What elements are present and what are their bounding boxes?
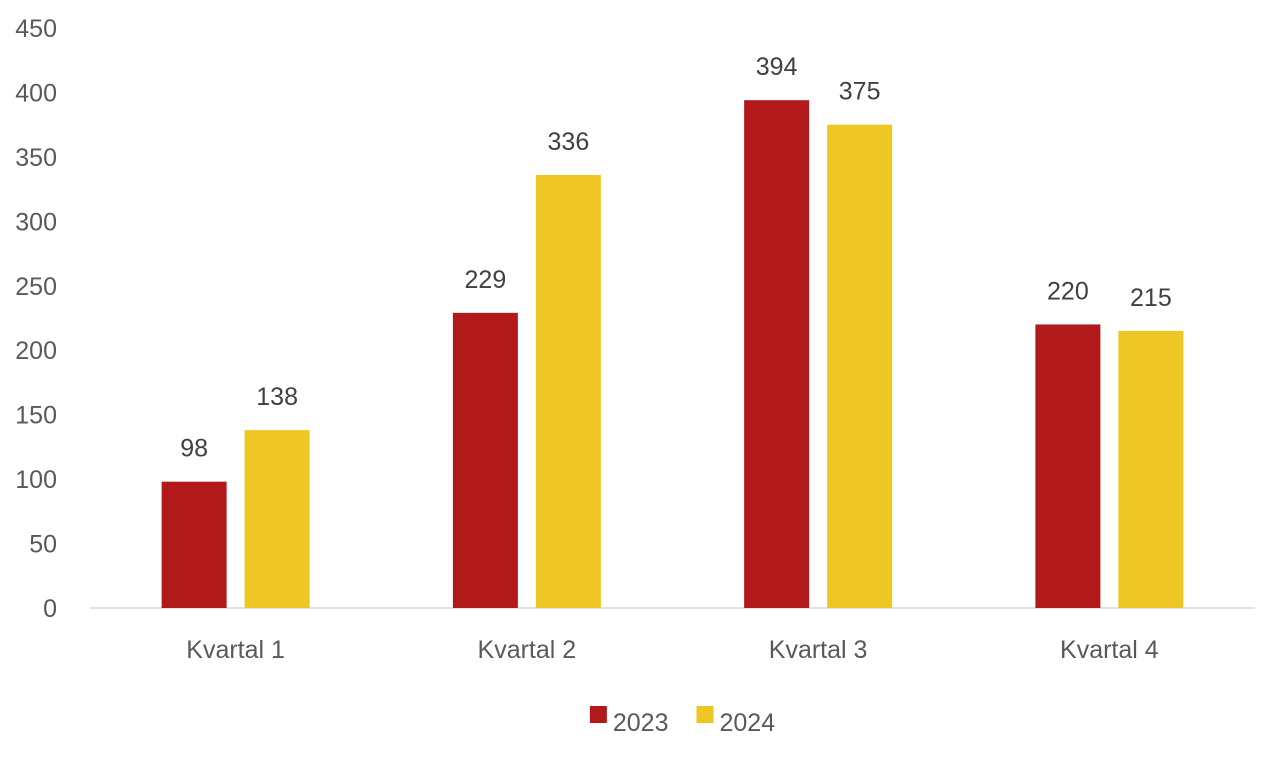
- x-axis: Kvartal 1 Kvartal 2 Kvartal 3 Kvartal 4: [186, 636, 1159, 664]
- bar-2024-kvartal-1: [244, 430, 310, 608]
- x-category-label: Kvartal 2: [478, 636, 577, 664]
- bars: [161, 100, 1184, 609]
- legend-swatch: [589, 706, 607, 723]
- legend-label: 2023: [613, 709, 669, 737]
- y-tick-label: 150: [15, 402, 57, 430]
- bar-2023-kvartal-4: [1035, 324, 1101, 608]
- data-label: 215: [1130, 284, 1172, 312]
- bar-2023-kvartal-2: [452, 312, 518, 608]
- bar-2023-kvartal-1: [161, 481, 227, 608]
- y-tick-label: 100: [15, 466, 57, 494]
- data-labels: 98 138 229 336 394 375 220 215: [180, 53, 1172, 463]
- legend: 2023 2024: [589, 706, 776, 737]
- data-label: 138: [256, 383, 298, 411]
- data-label: 98: [180, 435, 208, 463]
- data-label: 394: [756, 53, 798, 81]
- bar-2023-kvartal-3: [744, 100, 810, 608]
- y-tick-label: 50: [29, 531, 57, 559]
- legend-item-2024: 2024: [696, 706, 776, 737]
- x-category-label: Kvartal 1: [186, 636, 285, 664]
- y-tick-label: 0: [43, 595, 57, 623]
- y-tick-label: 250: [15, 273, 57, 301]
- y-tick-label: 300: [15, 208, 57, 236]
- data-label: 220: [1047, 277, 1089, 305]
- legend-swatch: [696, 706, 714, 723]
- legend-label: 2024: [720, 709, 776, 737]
- bar-2024-kvartal-2: [535, 174, 601, 608]
- bar-2024-kvartal-3: [827, 124, 893, 609]
- data-label: 336: [548, 128, 590, 156]
- data-label: 229: [465, 266, 507, 294]
- y-axis: 0 50 100 150 200 250 300 350 400 450: [15, 15, 57, 623]
- data-label: 375: [839, 78, 881, 106]
- x-category-label: Kvartal 3: [769, 636, 868, 664]
- y-tick-label: 200: [15, 337, 57, 365]
- y-tick-label: 450: [15, 15, 57, 43]
- y-tick-label: 350: [15, 144, 57, 172]
- legend-item-2023: 2023: [589, 706, 669, 737]
- bar-2024-kvartal-4: [1118, 330, 1184, 608]
- plot-area: 98 138 229 336 394 375 220 215: [90, 53, 1255, 609]
- x-category-label: Kvartal 4: [1060, 636, 1159, 664]
- y-tick-label: 400: [15, 79, 57, 107]
